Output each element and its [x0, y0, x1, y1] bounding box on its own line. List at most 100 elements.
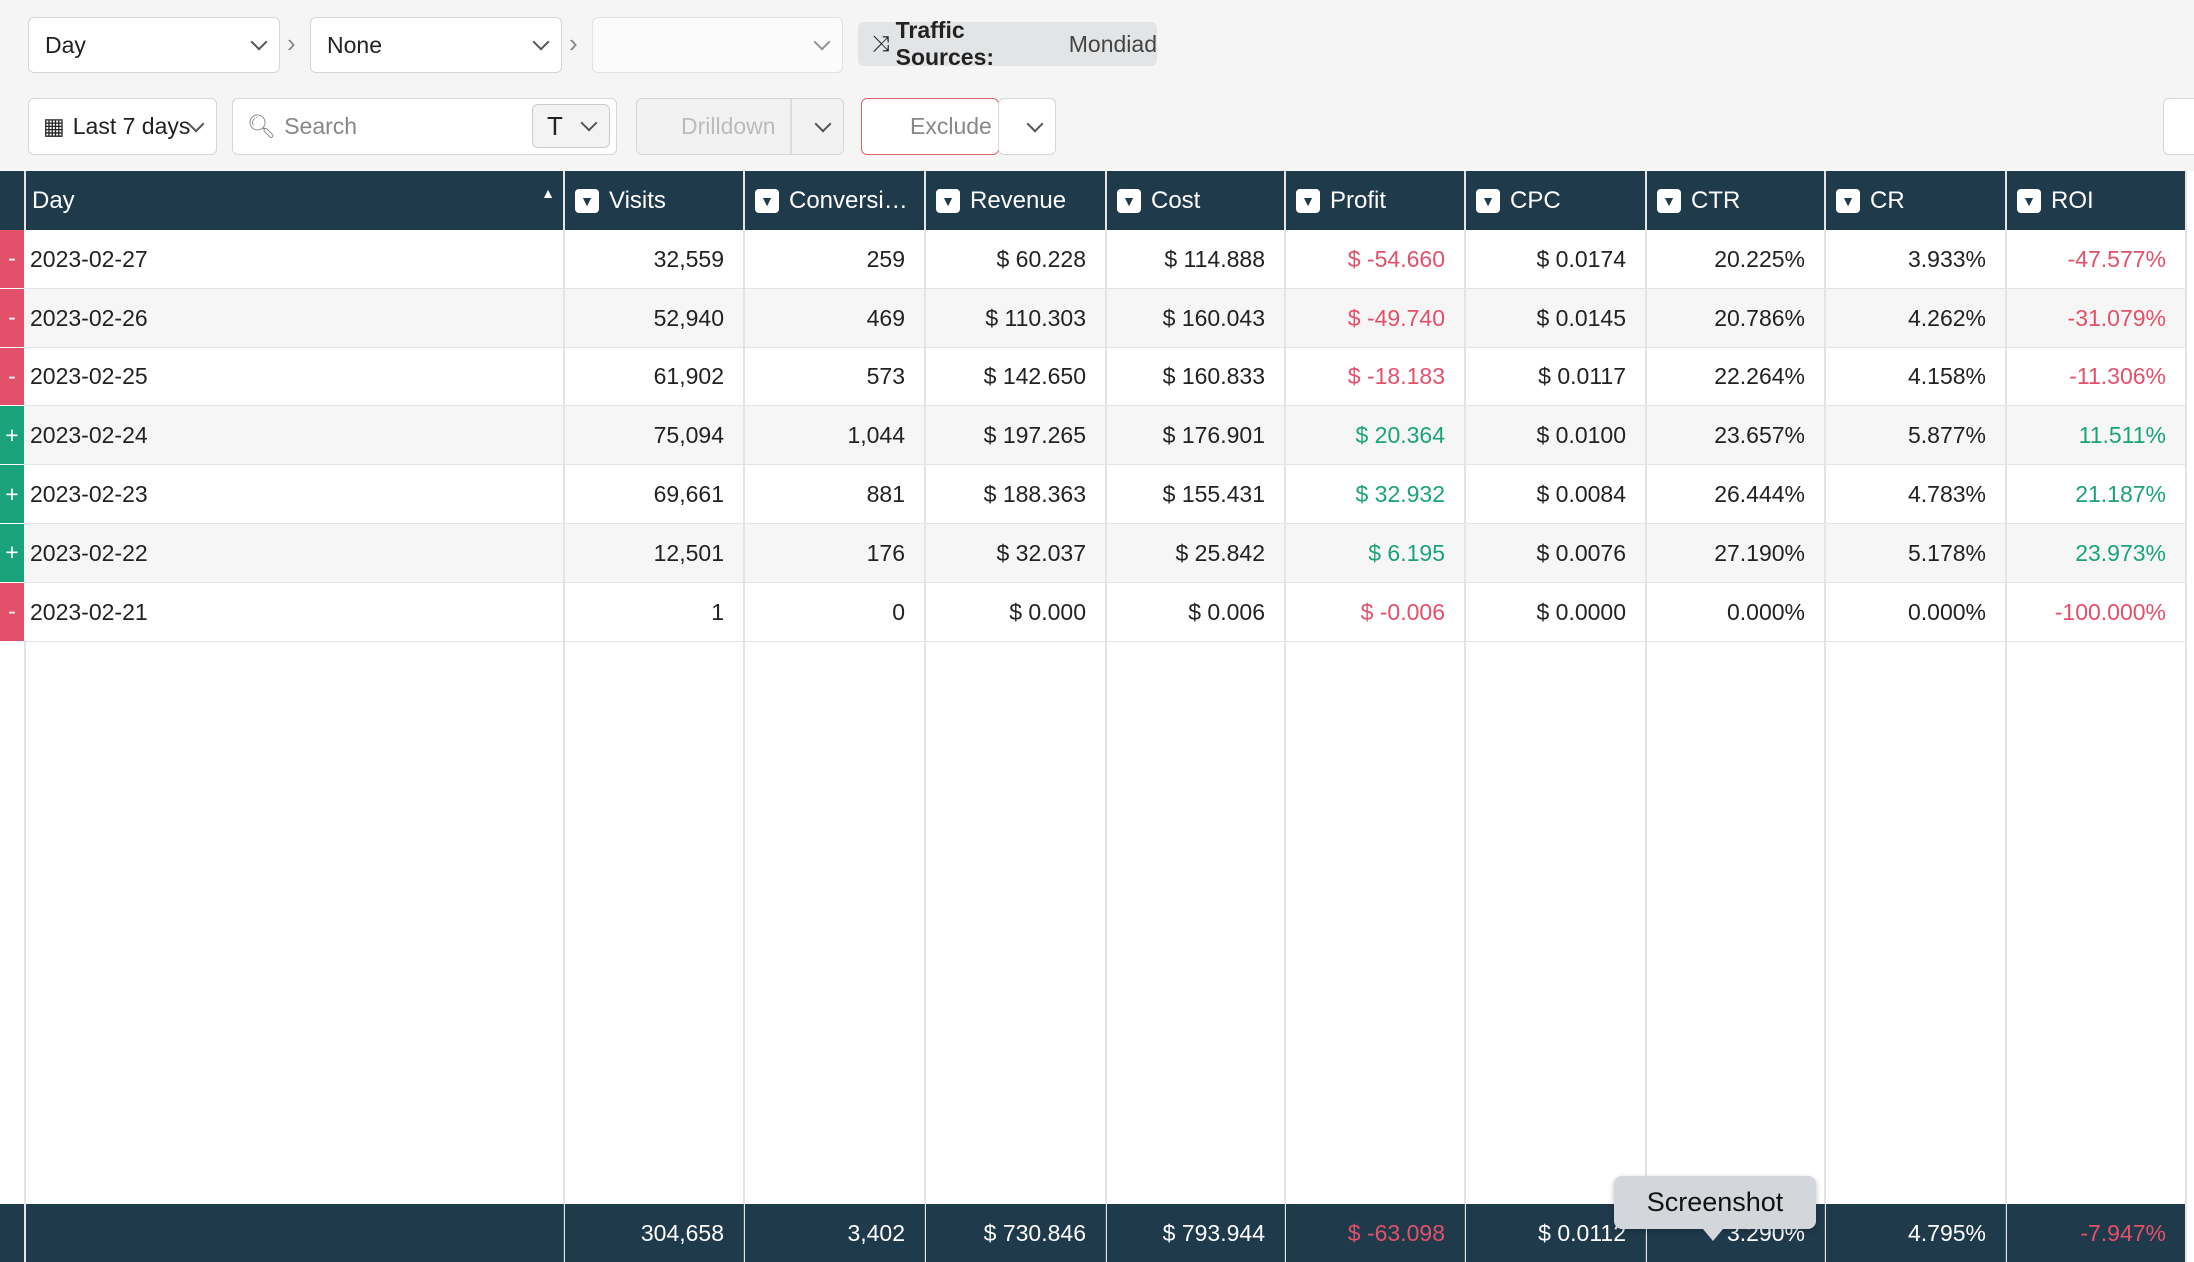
- metric-cell: -47.577%: [2067, 245, 2166, 272]
- metric-cell: 1: [711, 598, 724, 625]
- day-cell: 2023-02-21: [30, 598, 148, 625]
- metric-cell: 20.786%: [1714, 304, 1805, 331]
- filter-chip[interactable]: ⤨ Traffic Sources: Mondiad: [858, 17, 1157, 70]
- search-mode[interactable]: T: [532, 104, 610, 148]
- total-cell: $ 793.944: [1105, 1204, 1284, 1262]
- column-title: Conversi…: [789, 186, 908, 214]
- column-header[interactable]: ▼ Visits: [563, 171, 743, 230]
- filter-label: Traffic Sources:: [895, 17, 995, 70]
- metric-cell: $ 197.265: [983, 422, 1086, 449]
- metric-cell: 22.264%: [1714, 363, 1805, 390]
- filter-icon[interactable]: ▼: [1117, 188, 1141, 213]
- column-title: Profit: [1330, 186, 1387, 214]
- column-divider: [1824, 230, 1826, 1204]
- metric-cell: 469: [866, 304, 905, 331]
- column-header[interactable]: ▼ CTR: [1645, 171, 1824, 230]
- metric-cell: $ 114.888: [1164, 245, 1265, 272]
- metric-cell: $ 0.0100: [1536, 422, 1626, 449]
- total-cell: 304,658: [563, 1204, 743, 1262]
- metric-cell: 4.158%: [1907, 363, 1986, 390]
- metric-cell: 52,940: [653, 304, 724, 331]
- metric-cell: $ 6.195: [1368, 539, 1445, 566]
- search-icon: 🔍︎: [247, 113, 277, 139]
- exclude-menu[interactable]: [998, 98, 1056, 155]
- tooltip-arrow: [1703, 1229, 1723, 1241]
- filter-icon[interactable]: ▼: [1836, 188, 1860, 213]
- metric-cell: 5.178%: [1907, 539, 1986, 566]
- drilldown-button[interactable]: Drilldown: [636, 98, 844, 155]
- total-cell: 4.795%: [1824, 1204, 2005, 1262]
- row-indicator: +: [0, 465, 24, 524]
- filter-icon[interactable]: ▼: [755, 188, 779, 213]
- total-cell: $ 0.0112: [1464, 1204, 1645, 1262]
- metric-cell: $ 110.303: [985, 304, 1086, 331]
- column-header[interactable]: ▼ CR: [1824, 171, 2005, 230]
- tooltip: Screenshot: [1614, 1176, 1816, 1229]
- date-range-label: Last 7 days: [72, 113, 191, 139]
- metric-cell: 1,044: [847, 422, 905, 449]
- group-1-select[interactable]: Day: [28, 17, 280, 73]
- column-title: ROI: [2051, 186, 2094, 214]
- group-1-label: Day: [45, 31, 86, 58]
- column-title: Cost: [1151, 186, 1201, 214]
- filter-icon[interactable]: ▼: [2017, 188, 2041, 213]
- metric-cell: -11.306%: [2069, 363, 2166, 390]
- column-divider: [1645, 230, 1647, 1204]
- group-3-select[interactable]: [592, 17, 843, 73]
- day-cell: 2023-02-26: [30, 304, 148, 331]
- column-header[interactable]: ▼ ROI: [2005, 171, 2185, 230]
- footer-bar: [0, 1204, 2185, 1262]
- metric-cell: $ 0.0145: [1536, 304, 1626, 331]
- filter-icon[interactable]: ▼: [1296, 188, 1320, 213]
- column-header[interactable]: ▼ CPC: [1464, 171, 1645, 230]
- column-header[interactable]: ▼ Profit: [1284, 171, 1464, 230]
- filter-icon[interactable]: ▼: [575, 188, 599, 213]
- metric-cell: 75,094: [653, 422, 724, 449]
- metric-cell: $ 0.0117: [1538, 363, 1626, 390]
- column-header[interactable]: ▼ Conversi…: [743, 171, 924, 230]
- column-header[interactable]: ▼ Cost: [1105, 171, 1284, 230]
- metric-cell: $ 0.0076: [1536, 539, 1626, 566]
- metric-cell: $ 25.842: [1175, 539, 1265, 566]
- metric-cell: $ 20.364: [1355, 422, 1445, 449]
- day-cell: 2023-02-23: [30, 481, 148, 508]
- metric-cell: $ 155.431: [1162, 481, 1265, 508]
- metric-cell: 573: [866, 363, 905, 390]
- drilldown-label: Drilldown: [681, 113, 776, 139]
- column-title: Revenue: [970, 186, 1067, 214]
- group-2-select[interactable]: None: [310, 17, 562, 73]
- column-divider: [2185, 230, 2187, 1204]
- date-range[interactable]: ▦ Last 7 days: [28, 98, 217, 155]
- separator: ›: [287, 28, 296, 58]
- metric-cell: 0.000%: [1907, 598, 1986, 625]
- metric-cell: 176: [866, 539, 905, 566]
- column-divider: [1284, 230, 1286, 1204]
- metric-cell: $ 32.932: [1355, 481, 1445, 508]
- column-header[interactable]: ▼ Revenue: [924, 171, 1105, 230]
- filter-icon[interactable]: ▼: [1476, 188, 1500, 213]
- search-box[interactable]: 🔍︎ Search T: [232, 98, 617, 155]
- metric-cell: 20.225%: [1714, 245, 1805, 272]
- metric-cell: $ 176.901: [1162, 422, 1265, 449]
- column-header[interactable]: Day ▲: [24, 171, 563, 230]
- exclude-label: Exclude: [910, 113, 992, 139]
- filter-icon[interactable]: ▼: [1657, 188, 1681, 213]
- search-mode-label: T: [547, 110, 563, 141]
- metric-cell: 26.444%: [1714, 481, 1805, 508]
- column-title: Day: [32, 186, 75, 214]
- column-divider: [563, 230, 565, 1204]
- row-indicator: +: [0, 406, 24, 466]
- metric-cell: $ 0.000: [1009, 598, 1086, 625]
- exclude-button[interactable]: Exclude: [861, 98, 999, 155]
- metric-cell: $ 0.0174: [1536, 245, 1626, 272]
- separator: ›: [569, 28, 578, 58]
- metric-cell: 21.187%: [2075, 481, 2166, 508]
- day-cell: 2023-02-24: [30, 422, 148, 449]
- filter-icon[interactable]: ▼: [936, 188, 960, 213]
- view-button[interactable]: [2163, 98, 2194, 155]
- total-cell: -7.947%: [2005, 1204, 2185, 1262]
- metric-cell: 12,501: [653, 539, 724, 566]
- header-bar: [0, 171, 2185, 230]
- metric-cell: 0: [892, 598, 905, 625]
